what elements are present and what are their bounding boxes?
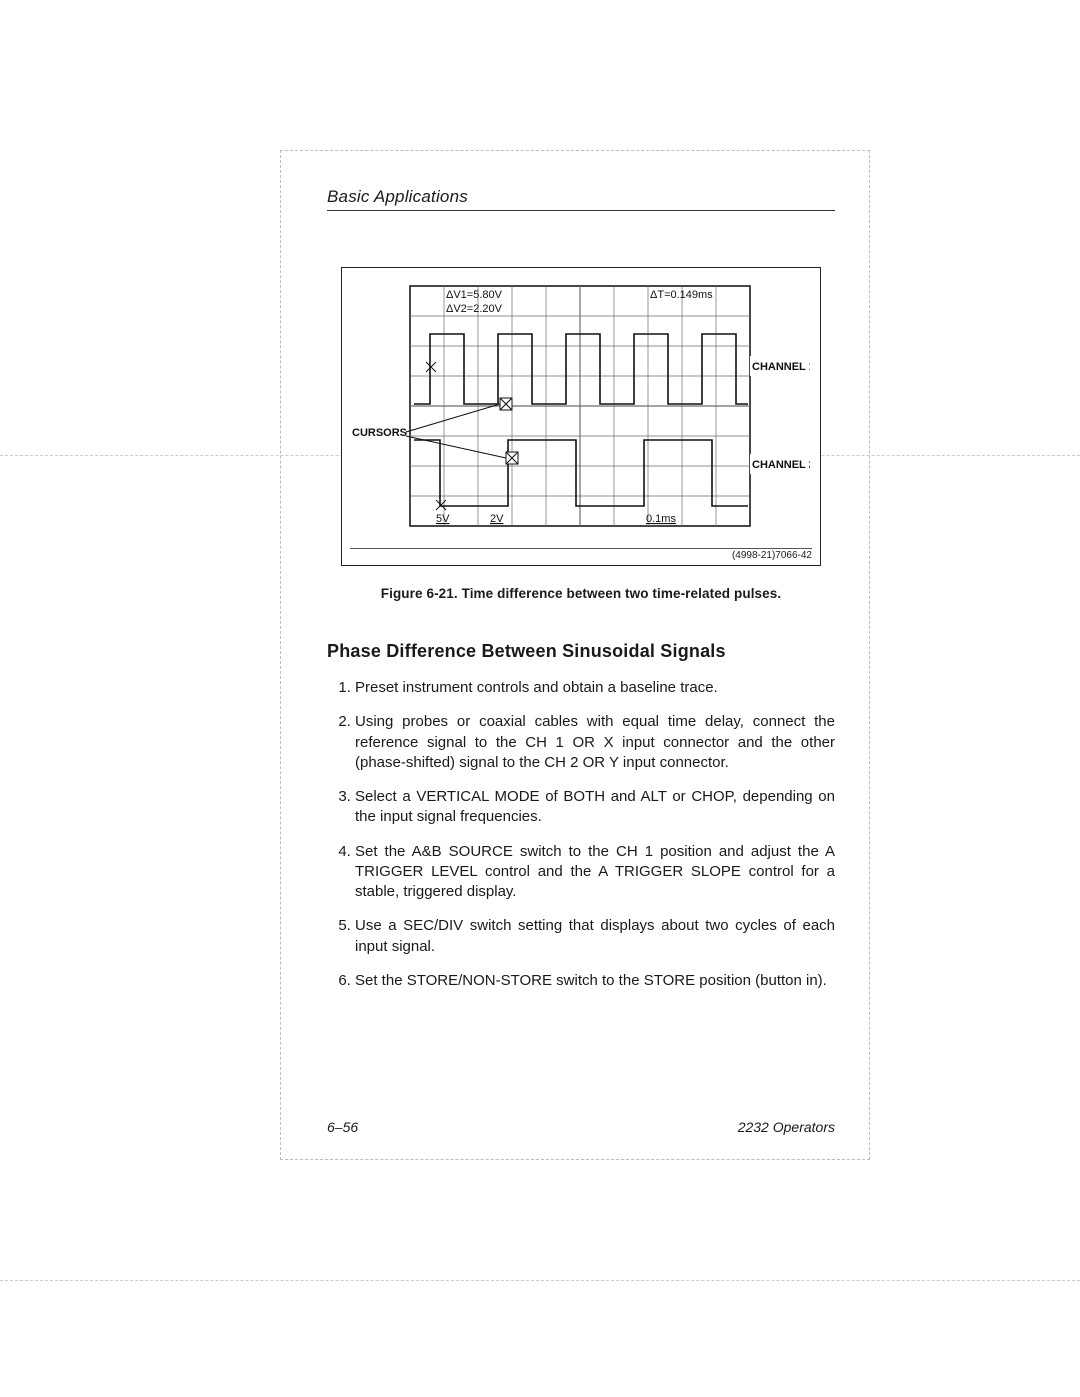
list-item: Set the A&B SOURCE switch to the CH 1 po…	[355, 842, 835, 903]
list-item: Using probes or coaxial cables with equa…	[355, 712, 835, 773]
figure-refnum: (4998-21)7066-42	[350, 548, 812, 561]
readout-vdiv2: 2V	[490, 513, 504, 525]
readout-tdiv: 0.1ms	[646, 513, 676, 525]
figure-oscilloscope: ΔV1=5.80V ΔV2=2.20V ΔT=0.149ms	[341, 267, 821, 601]
label-channel1: CHANNEL 1	[752, 361, 810, 373]
figure-border: ΔV1=5.80V ΔV2=2.20V ΔT=0.149ms	[341, 267, 821, 566]
figure-caption: Figure 6-21. Time difference between two…	[341, 586, 821, 601]
scope-svg: ΔV1=5.80V ΔV2=2.20V ΔT=0.149ms	[350, 276, 810, 546]
readout-dv2: ΔV2=2.20V	[446, 303, 503, 315]
header-rule: Basic Applications	[327, 187, 835, 211]
manual-title: 2232 Operators	[738, 1119, 835, 1135]
readout-dt: ΔT=0.149ms	[650, 289, 713, 301]
readout-dv1: ΔV1=5.80V	[446, 289, 503, 301]
list-item: Preset instrument controls and obtain a …	[355, 678, 835, 698]
cursor-marker-2-icon	[506, 452, 518, 464]
section-heading: Phase Difference Between Sinusoidal Sign…	[327, 641, 835, 662]
label-cursors: CURSORS	[352, 427, 407, 439]
running-header: Basic Applications	[327, 187, 468, 206]
page-number: 6–56	[327, 1119, 358, 1135]
page-frame: Basic Applications	[280, 150, 870, 1160]
cursor-marker-1-icon	[500, 398, 512, 410]
procedure-list: Preset instrument controls and obtain a …	[327, 678, 835, 991]
readout-vdiv1: 5V	[436, 513, 450, 525]
list-item: Use a SEC/DIV switch setting that displa…	[355, 916, 835, 957]
list-item: Select a VERTICAL MODE of BOTH and ALT o…	[355, 787, 835, 828]
list-item: Set the STORE/NON-STORE switch to the ST…	[355, 971, 835, 991]
label-channel2: CHANNEL 2	[752, 459, 810, 471]
